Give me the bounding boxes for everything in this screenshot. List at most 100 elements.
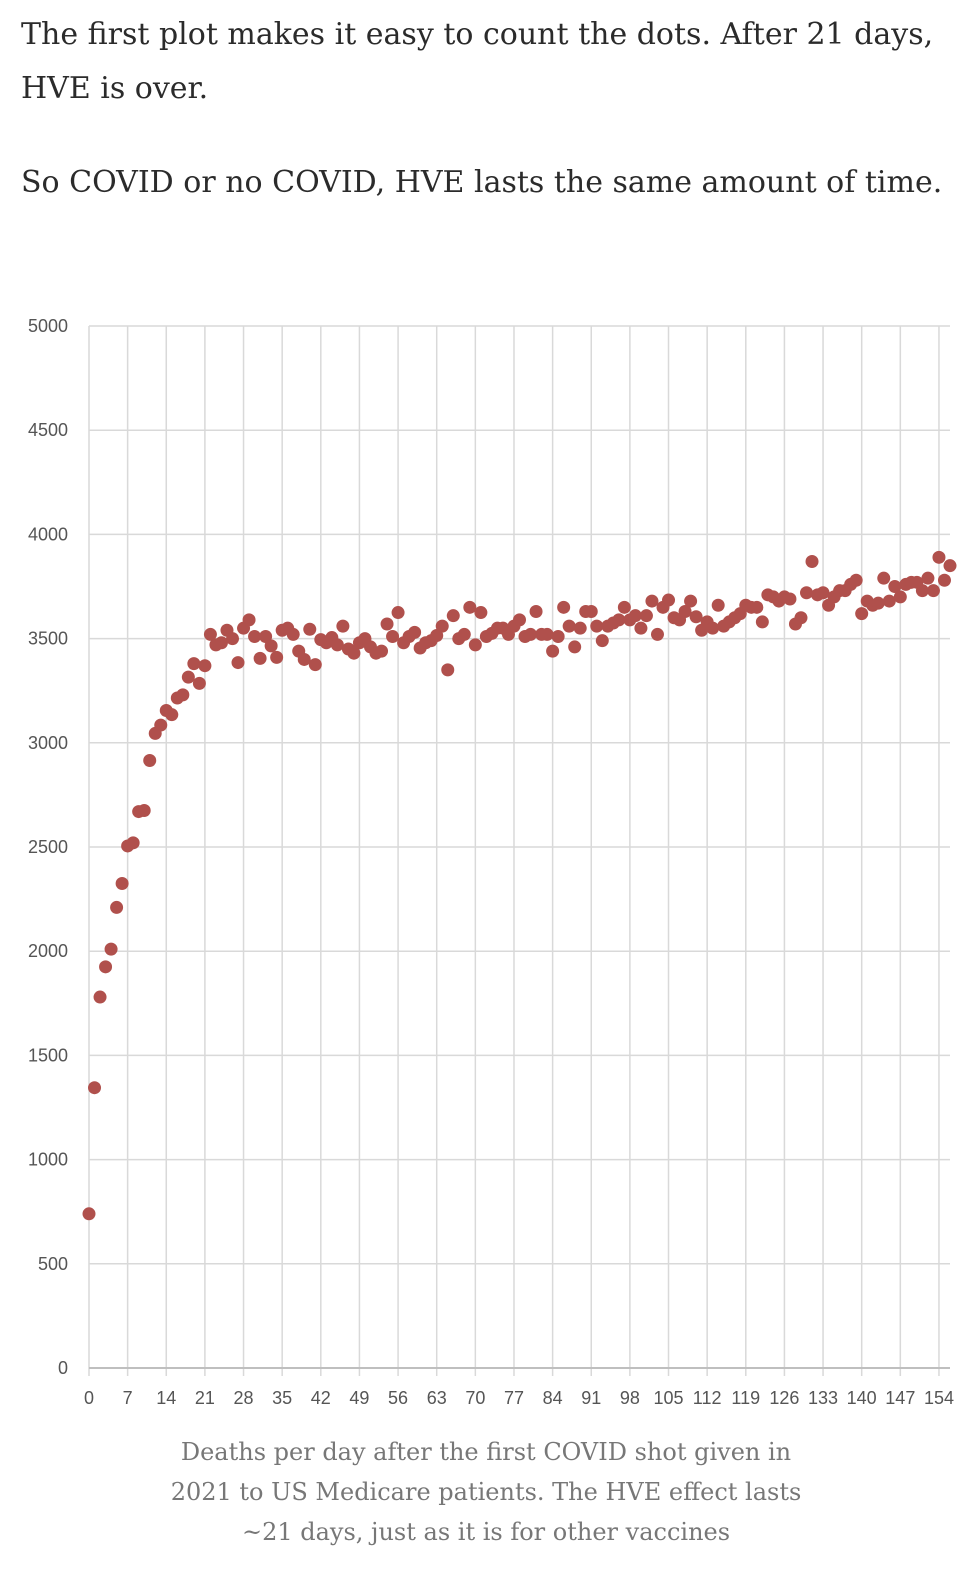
data-point bbox=[650, 627, 664, 641]
x-tick-label: 56 bbox=[388, 1388, 408, 1408]
data-point bbox=[347, 646, 361, 660]
data-point bbox=[750, 600, 764, 614]
data-point bbox=[115, 876, 129, 890]
article-paragraph: The first plot makes it easy to count th… bbox=[21, 17, 934, 106]
data-point bbox=[468, 638, 482, 652]
x-tick-label: 35 bbox=[272, 1388, 292, 1408]
data-point bbox=[192, 676, 206, 690]
data-point bbox=[595, 634, 609, 648]
x-tick-label: 112 bbox=[693, 1388, 722, 1408]
data-point bbox=[88, 1081, 102, 1095]
data-point bbox=[877, 571, 891, 585]
data-point bbox=[303, 622, 317, 636]
data-point bbox=[805, 554, 819, 568]
x-tick-label: 49 bbox=[349, 1388, 369, 1408]
x-tick-label: 140 bbox=[847, 1388, 877, 1408]
data-point bbox=[634, 621, 648, 635]
x-tick-label: 77 bbox=[504, 1388, 524, 1408]
data-point bbox=[755, 615, 769, 629]
data-point bbox=[430, 628, 444, 642]
y-tick-label: 1500 bbox=[28, 1045, 68, 1065]
x-tick-label: 0 bbox=[84, 1388, 94, 1408]
x-tick-label: 126 bbox=[769, 1388, 799, 1408]
x-tick-label: 28 bbox=[234, 1388, 254, 1408]
data-point bbox=[590, 619, 604, 633]
data-point bbox=[926, 584, 940, 598]
data-point bbox=[242, 613, 256, 627]
data-point bbox=[915, 584, 929, 598]
chart-gridlines bbox=[88, 325, 950, 1376]
x-tick-label: 21 bbox=[195, 1388, 215, 1408]
data-point bbox=[446, 609, 460, 623]
data-point bbox=[678, 605, 692, 619]
data-point bbox=[546, 644, 560, 658]
data-point bbox=[231, 656, 245, 670]
x-tick-label: 7 bbox=[123, 1388, 133, 1408]
data-point bbox=[380, 617, 394, 631]
x-tick-label: 119 bbox=[731, 1388, 760, 1408]
data-point bbox=[110, 900, 124, 914]
x-tick-label: 154 bbox=[924, 1388, 954, 1408]
data-point bbox=[308, 658, 322, 672]
x-tick-label: 70 bbox=[465, 1388, 485, 1408]
data-point bbox=[104, 942, 118, 956]
data-point bbox=[297, 652, 311, 666]
data-point bbox=[816, 586, 830, 600]
x-tick-label: 63 bbox=[427, 1388, 447, 1408]
y-tick-label: 3000 bbox=[28, 733, 68, 753]
data-point bbox=[408, 625, 422, 639]
article-text: The first plot makes it easy to count th… bbox=[21, 8, 956, 250]
data-point bbox=[154, 718, 168, 732]
x-tick-label: 147 bbox=[885, 1388, 915, 1408]
chart-caption: Deaths per day after the first COVID sho… bbox=[170, 1438, 802, 1546]
data-point bbox=[573, 621, 587, 635]
data-point bbox=[375, 644, 389, 658]
data-point bbox=[684, 594, 698, 608]
data-point bbox=[871, 596, 885, 610]
x-tick-label: 105 bbox=[653, 1388, 683, 1408]
data-point bbox=[264, 639, 278, 653]
data-point bbox=[126, 836, 140, 850]
data-point bbox=[921, 571, 935, 585]
data-point bbox=[645, 594, 659, 608]
x-tick-label: 84 bbox=[543, 1388, 563, 1408]
data-point bbox=[176, 688, 190, 702]
data-point bbox=[855, 607, 869, 621]
data-point bbox=[93, 990, 107, 1004]
data-point bbox=[932, 550, 946, 564]
data-point bbox=[386, 630, 400, 644]
y-tick-label: 4500 bbox=[28, 420, 68, 440]
y-tick-label: 2000 bbox=[28, 941, 68, 961]
data-point bbox=[783, 592, 797, 606]
data-point bbox=[513, 613, 526, 627]
data-point bbox=[524, 627, 538, 641]
y-tick-label: 2500 bbox=[28, 837, 68, 857]
data-point bbox=[568, 640, 582, 654]
data-point bbox=[203, 627, 217, 641]
data-point bbox=[689, 610, 703, 624]
data-point bbox=[800, 586, 813, 600]
data-point bbox=[612, 613, 626, 627]
data-point bbox=[888, 580, 902, 593]
x-tick-label: 98 bbox=[620, 1388, 640, 1408]
data-point bbox=[882, 594, 896, 608]
data-point bbox=[441, 663, 455, 677]
data-point bbox=[893, 590, 907, 604]
data-point bbox=[794, 611, 808, 625]
data-point bbox=[99, 960, 113, 974]
data-point bbox=[551, 630, 565, 644]
data-point bbox=[435, 619, 449, 633]
data-point bbox=[198, 659, 212, 673]
y-tick-label: 1000 bbox=[28, 1150, 68, 1170]
y-tick-label: 5000 bbox=[28, 316, 68, 336]
data-point bbox=[937, 573, 951, 587]
data-point bbox=[270, 650, 284, 664]
x-tick-label: 42 bbox=[311, 1388, 331, 1408]
data-point bbox=[849, 573, 863, 587]
data-point bbox=[943, 559, 957, 573]
data-point bbox=[457, 627, 471, 641]
x-tick-label: 91 bbox=[581, 1388, 601, 1408]
data-point bbox=[187, 657, 201, 671]
data-point bbox=[82, 1207, 96, 1221]
data-point bbox=[143, 754, 157, 768]
